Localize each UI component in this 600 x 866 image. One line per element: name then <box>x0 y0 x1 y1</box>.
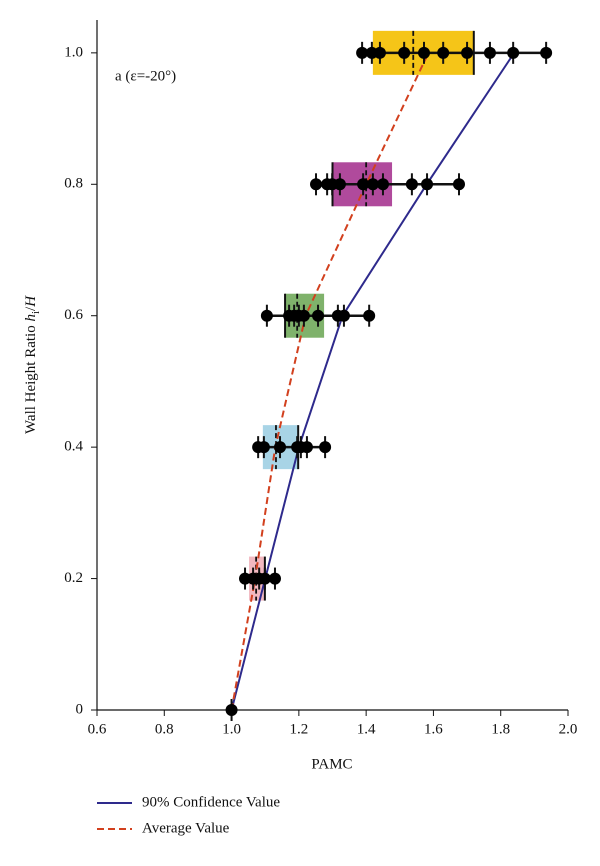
y-label-part: h <box>23 314 39 322</box>
point <box>258 572 271 585</box>
y-label-part: / <box>23 306 39 311</box>
point <box>300 441 313 454</box>
x-tick-label: 1.0 <box>222 721 241 737</box>
line-series <box>230 52 516 711</box>
point <box>540 46 553 59</box>
y-axis-label: Wall Height Ratio hi/H <box>23 295 41 434</box>
point <box>437 46 450 59</box>
y-tick-label: 0.8 <box>64 176 83 192</box>
point <box>260 309 273 322</box>
y-tick-label: 1.0 <box>64 44 83 60</box>
point <box>507 46 520 59</box>
point <box>312 309 325 322</box>
legend-label: Average Value <box>142 820 230 836</box>
legend-label: 90% Confidence Value <box>142 794 280 810</box>
point <box>225 704 238 716</box>
y-label-part: i <box>30 311 42 314</box>
x-tick-label: 1.6 <box>424 721 443 737</box>
y-tick-label: 0.4 <box>64 439 83 455</box>
x-tick-label: 2.0 <box>559 721 578 737</box>
point <box>421 178 434 191</box>
point <box>363 309 376 322</box>
point <box>333 178 346 191</box>
annotation: a (ε=-20°) <box>115 68 176 84</box>
point <box>257 441 270 454</box>
point <box>366 178 379 191</box>
y-tick-label: 0 <box>76 701 84 717</box>
point <box>310 178 323 191</box>
x-axis-label: PAMC <box>311 756 352 772</box>
point <box>274 441 287 454</box>
line-series <box>230 52 430 711</box>
point <box>418 46 431 59</box>
point <box>319 441 332 454</box>
point <box>337 309 350 322</box>
x-tick-label: 1.4 <box>357 721 376 737</box>
point <box>452 178 465 191</box>
point <box>405 178 418 191</box>
y-label-part: H <box>23 295 39 308</box>
x-tick-label: 0.8 <box>155 721 174 737</box>
point <box>268 572 281 585</box>
point <box>373 46 386 59</box>
x-tick-label: 1.8 <box>491 721 510 737</box>
x-tick-label: 1.2 <box>289 721 308 737</box>
point <box>461 46 474 59</box>
point <box>376 178 389 191</box>
point <box>356 46 369 59</box>
y-label-part: Wall Height Ratio <box>23 322 39 435</box>
point <box>398 46 411 59</box>
x-tick-label: 0.6 <box>88 721 107 737</box>
point <box>483 46 496 59</box>
point <box>357 178 370 191</box>
y-tick-label: 0.2 <box>64 570 83 586</box>
point <box>297 309 310 322</box>
y-tick-label: 0.6 <box>64 307 83 323</box>
